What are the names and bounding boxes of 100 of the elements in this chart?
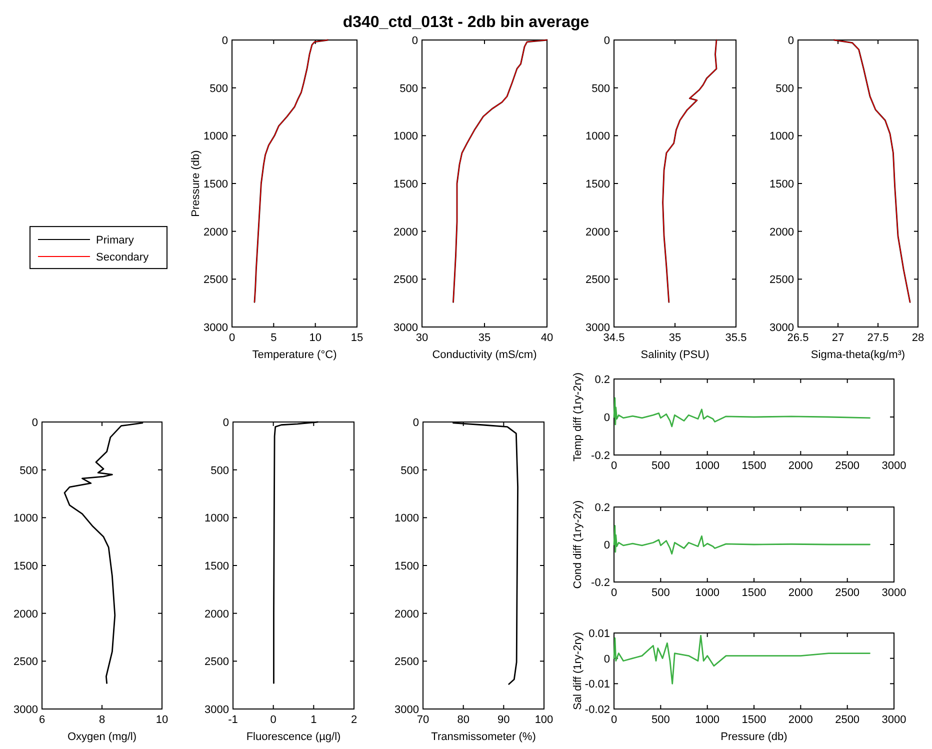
y-tick-label: 2000 bbox=[586, 226, 610, 238]
text: d340_ctd_013t - 2db bin average bbox=[342, 14, 590, 31]
x-tick-label: 15 bbox=[350, 332, 364, 344]
y-tick-label: 3000 bbox=[586, 322, 610, 334]
x-tick-label: 27 bbox=[832, 332, 844, 344]
x-tick-label: 80 bbox=[457, 714, 470, 726]
x-tick-label: 70 bbox=[416, 714, 430, 726]
y-tick-label: 1000 bbox=[394, 512, 419, 525]
y-tick-label: 2500 bbox=[394, 656, 419, 668]
legend-label: Secondary bbox=[96, 252, 150, 264]
y-tick-label: 0 bbox=[222, 35, 228, 47]
x-tick-label: 40 bbox=[540, 332, 554, 344]
x-tick-label: 500 bbox=[651, 587, 670, 599]
x-tick-label: 1000 bbox=[695, 587, 720, 599]
y-tick-label: 0.01 bbox=[588, 628, 610, 640]
y-tick-label: 0 bbox=[222, 417, 229, 429]
x-axis-title: Oxygen (mg/l) bbox=[67, 731, 137, 743]
x-tick-label: 10 bbox=[156, 714, 168, 726]
x-tick-label: 34.5 bbox=[603, 332, 625, 344]
x-tick-label: 10 bbox=[309, 332, 322, 344]
y-tick-label: 0 bbox=[788, 35, 794, 47]
y-tick-label: 3000 bbox=[770, 322, 794, 334]
y-tick-label: 1000 bbox=[586, 130, 610, 143]
x-tick-label: 35 bbox=[478, 332, 491, 344]
y-tick-label: 0 bbox=[604, 653, 610, 666]
x-axis-title: Salinity (PSU) bbox=[640, 349, 710, 361]
y-tick-label: 2500 bbox=[14, 656, 38, 668]
y-tick-label: 3000 bbox=[14, 704, 38, 716]
y-tick-label: 2000 bbox=[204, 608, 229, 620]
x-axis-title: Pressure (db) bbox=[720, 731, 788, 743]
y-tick-label: 2500 bbox=[394, 274, 418, 286]
y-tick-label: 3000 bbox=[204, 322, 228, 334]
x-tick-label: 500 bbox=[651, 714, 670, 726]
y-tick-label: 2500 bbox=[204, 656, 229, 668]
y-tick-label: 2000 bbox=[204, 226, 228, 238]
y-tick-label: 2000 bbox=[394, 608, 419, 620]
y-tick-label: 0 bbox=[604, 412, 610, 424]
y-tick-label: 0 bbox=[412, 417, 419, 429]
y-tick-label: 3000 bbox=[394, 322, 418, 334]
x-tick-label: 1 bbox=[310, 714, 317, 726]
x-axis-title: Transmissometer (%) bbox=[431, 731, 536, 743]
y-tick-label: 0 bbox=[604, 35, 610, 47]
x-tick-label: -1 bbox=[228, 714, 238, 726]
x-tick-label: 27.5 bbox=[867, 332, 889, 344]
x-axis-title: Fluorescence (µg/l) bbox=[246, 731, 341, 743]
y-axis-title: Cond diff (1ry-2ry) bbox=[572, 500, 584, 589]
x-tick-label: 30 bbox=[416, 332, 428, 344]
y-tick-label: -0.02 bbox=[584, 704, 610, 716]
x-tick-label: 26.5 bbox=[787, 332, 809, 344]
y-tick-label: -0.2 bbox=[591, 450, 610, 462]
x-tick-label: 3000 bbox=[882, 587, 906, 599]
y-axis-title: Pressure (db) bbox=[190, 150, 202, 217]
x-tick-label: 90 bbox=[498, 714, 510, 726]
x-tick-label: 5 bbox=[270, 332, 277, 344]
x-tick-label: 1500 bbox=[742, 460, 766, 472]
x-axis-title: Temperature (°C) bbox=[252, 349, 337, 361]
x-tick-label: 2000 bbox=[788, 587, 813, 599]
y-tick-label: 1000 bbox=[394, 130, 418, 143]
y-axis-title: Temp diff (1ry-2ry) bbox=[572, 372, 584, 462]
y-tick-label: 3000 bbox=[394, 704, 419, 716]
x-tick-label: 1500 bbox=[742, 714, 766, 726]
y-tick-label: 0.2 bbox=[594, 502, 610, 514]
x-tick-label: 28 bbox=[912, 332, 924, 344]
y-tick-label: 1000 bbox=[204, 130, 228, 143]
y-tick-label: 1500 bbox=[586, 178, 610, 190]
y-tick-label: 500 bbox=[592, 82, 610, 95]
x-tick-label: 0 bbox=[270, 714, 276, 726]
y-tick-label: 2000 bbox=[394, 226, 418, 238]
x-tick-label: 1000 bbox=[695, 714, 720, 726]
y-tick-label: 0 bbox=[412, 35, 418, 47]
x-tick-label: 3000 bbox=[882, 460, 906, 472]
x-tick-label: 2000 bbox=[788, 714, 813, 726]
x-tick-label: 35.5 bbox=[725, 332, 747, 344]
y-tick-label: 1000 bbox=[14, 512, 38, 525]
y-tick-label: 2000 bbox=[14, 608, 38, 620]
y-axis-title: Sal diff (1ry-2ry) bbox=[572, 632, 584, 710]
y-tick-label: 1500 bbox=[204, 178, 228, 190]
y-tick-label: -0.2 bbox=[591, 577, 610, 589]
legend-label: Primary bbox=[96, 234, 134, 247]
y-tick-label: 2500 bbox=[770, 274, 794, 286]
x-tick-label: 100 bbox=[534, 714, 554, 726]
y-tick-label: 0 bbox=[604, 540, 610, 552]
x-tick-label: 8 bbox=[98, 714, 106, 726]
y-tick-label: 1500 bbox=[394, 560, 419, 572]
x-tick-label: 2000 bbox=[788, 460, 813, 472]
y-tick-label: 1500 bbox=[770, 178, 794, 190]
y-tick-label: 3000 bbox=[204, 704, 229, 716]
x-tick-label: 500 bbox=[651, 460, 670, 472]
x-tick-label: 2500 bbox=[835, 714, 860, 726]
y-tick-label: 1000 bbox=[770, 130, 794, 143]
x-tick-label: 35 bbox=[668, 332, 682, 344]
y-tick-label: 0 bbox=[32, 417, 38, 429]
y-tick-label: 1000 bbox=[204, 512, 229, 525]
x-tick-label: 1000 bbox=[695, 460, 720, 472]
x-tick-label: 3000 bbox=[882, 714, 906, 726]
x-axis-title: Sigma-theta(kg/m³) bbox=[810, 349, 906, 361]
y-tick-label: 2000 bbox=[770, 226, 794, 238]
x-tick-label: 2 bbox=[350, 714, 358, 726]
y-tick-label: 1500 bbox=[204, 560, 229, 572]
x-tick-label: 6 bbox=[38, 714, 46, 726]
